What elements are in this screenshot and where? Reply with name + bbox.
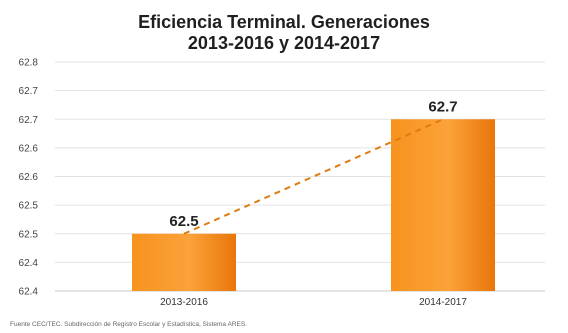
- y-axis-ticks: 62.8 62.7 62.7 62.6 62.6 62.5 62.5 62.4 62.4: [19, 58, 39, 298]
- trend-segment: [183, 118, 444, 235]
- data-label: 62.5: [169, 213, 198, 230]
- bar-2014-2017: [391, 119, 495, 291]
- y-tick-label: 62.4: [19, 287, 39, 298]
- chart-title: Eficiencia Terminal. Generaciones 2013-2…: [138, 12, 430, 53]
- x-tick-label: 2014-2017: [419, 297, 467, 308]
- x-tick-label: 2013-2016: [160, 297, 208, 308]
- y-tick-label: 62.6: [19, 172, 39, 183]
- y-tick-label: 62.7: [19, 86, 39, 97]
- bars: [132, 119, 495, 291]
- chart-title-line-1: Eficiencia Terminal. Generaciones: [138, 12, 430, 32]
- y-tick-label: 62.4: [19, 258, 39, 269]
- y-tick-label: 62.5: [19, 229, 39, 240]
- data-label: 62.7: [428, 98, 457, 115]
- data-labels: 62.5 62.7: [169, 98, 457, 230]
- x-axis-ticks: 2013-2016 2014-2017: [160, 297, 467, 308]
- bar-2013-2016: [132, 233, 236, 291]
- y-tick-label: 62.8: [19, 58, 39, 69]
- y-tick-label: 62.5: [19, 201, 39, 212]
- chart-title-line-2: 2013-2016 y 2014-2017: [188, 33, 380, 53]
- trend-line: [183, 118, 444, 235]
- source-note: Fuente CEC/TEC. Subdirección de Registro…: [10, 321, 247, 328]
- y-tick-label: 62.7: [19, 115, 39, 126]
- y-tick-label: 62.6: [19, 143, 39, 154]
